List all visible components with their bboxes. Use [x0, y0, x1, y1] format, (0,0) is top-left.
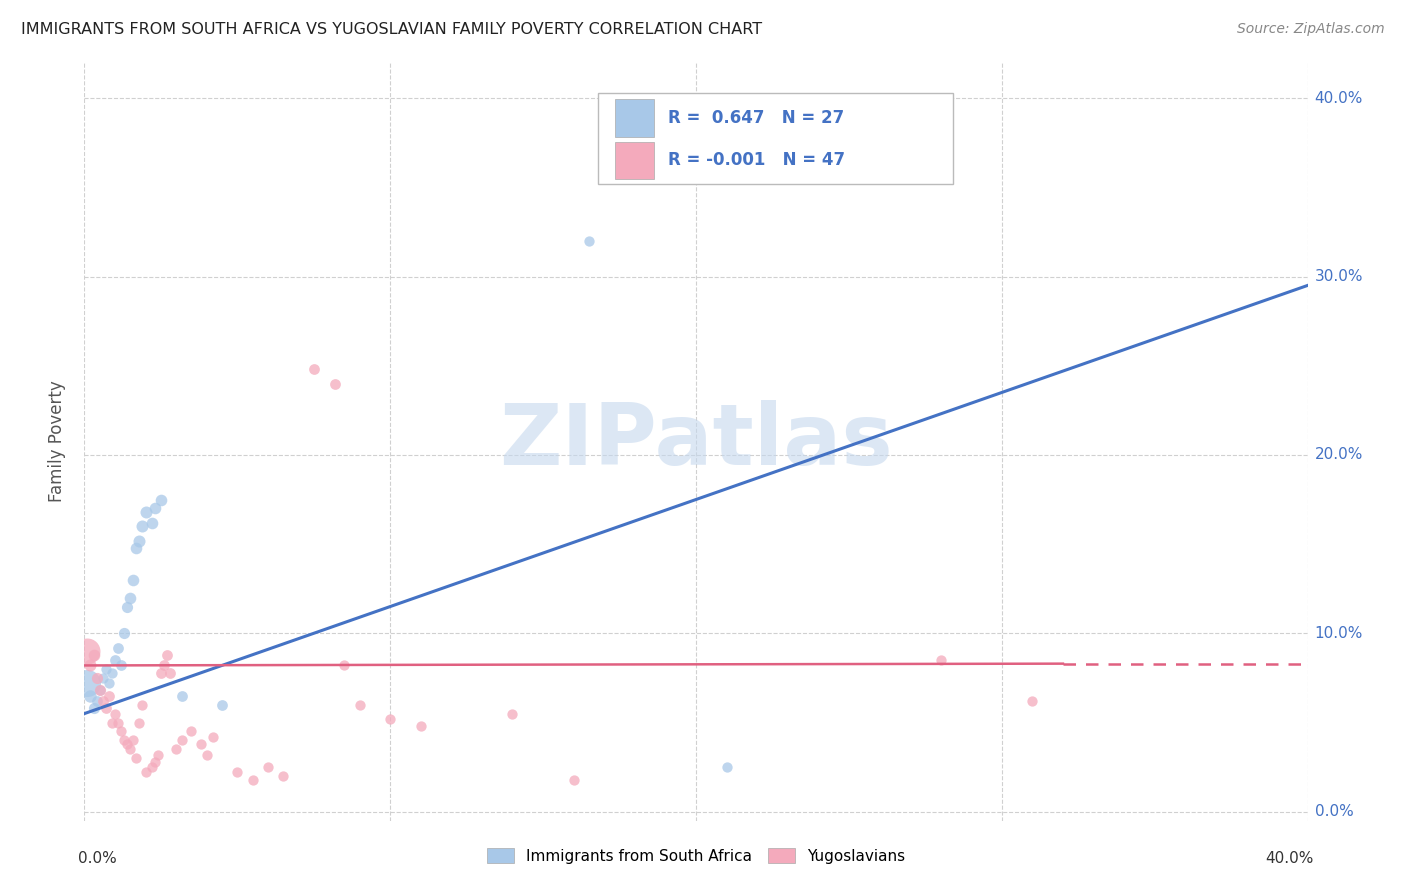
Point — [101, 715, 124, 730]
Point — [562, 772, 585, 787]
Point — [101, 665, 124, 680]
Point — [91, 671, 114, 685]
Text: IMMIGRANTS FROM SOUTH AFRICA VS YUGOSLAVIAN FAMILY POVERTY CORRELATION CHART: IMMIGRANTS FROM SOUTH AFRICA VS YUGOSLAV… — [21, 22, 762, 37]
Text: 0.0%: 0.0% — [79, 851, 117, 866]
Point — [131, 698, 153, 712]
Point — [242, 772, 264, 787]
Point — [578, 234, 600, 248]
Point — [226, 765, 249, 780]
Point — [172, 689, 194, 703]
Point — [131, 519, 153, 533]
Point — [153, 658, 176, 673]
Text: ZIPatlas: ZIPatlas — [499, 400, 893, 483]
Text: 10.0%: 10.0% — [1315, 626, 1362, 640]
Point — [122, 573, 145, 587]
Point — [165, 742, 187, 756]
Text: 40.0%: 40.0% — [1315, 91, 1362, 105]
Point — [141, 760, 163, 774]
Text: 0.0%: 0.0% — [1315, 805, 1353, 819]
Point — [122, 733, 145, 747]
Point — [333, 658, 356, 673]
Point — [380, 712, 402, 726]
Point — [120, 591, 142, 605]
Point — [156, 648, 179, 662]
Point — [149, 665, 172, 680]
Text: R =  0.647   N = 27: R = 0.647 N = 27 — [668, 109, 844, 128]
Point — [83, 701, 105, 715]
Point — [83, 648, 105, 662]
Point — [271, 769, 294, 783]
Point — [125, 751, 148, 765]
Point — [104, 706, 127, 721]
Point — [135, 505, 157, 519]
Point — [211, 698, 233, 712]
Point — [115, 599, 138, 614]
Point — [120, 742, 142, 756]
Point — [107, 640, 129, 655]
Point — [89, 683, 111, 698]
Point — [125, 541, 148, 555]
Point — [172, 733, 194, 747]
Point — [112, 733, 135, 747]
Y-axis label: Family Poverty: Family Poverty — [48, 381, 66, 502]
Point — [110, 658, 132, 673]
Point — [159, 665, 181, 680]
Legend: Immigrants from South Africa, Yugoslavians: Immigrants from South Africa, Yugoslavia… — [481, 842, 911, 870]
Point — [110, 724, 132, 739]
Text: 30.0%: 30.0% — [1315, 269, 1362, 284]
Point — [201, 730, 224, 744]
Point — [149, 492, 172, 507]
Point — [141, 516, 163, 530]
Point — [107, 715, 129, 730]
Point — [195, 747, 218, 762]
Point — [86, 694, 108, 708]
Point — [128, 715, 150, 730]
Point — [143, 501, 166, 516]
Point — [79, 689, 101, 703]
Point — [180, 724, 202, 739]
Point — [716, 760, 738, 774]
Point — [929, 653, 952, 667]
Text: 40.0%: 40.0% — [1265, 851, 1313, 866]
Point — [104, 653, 127, 667]
Point — [112, 626, 135, 640]
Point — [135, 765, 157, 780]
Point — [146, 747, 169, 762]
FancyBboxPatch shape — [616, 142, 654, 179]
Point — [115, 737, 138, 751]
Point — [86, 671, 108, 685]
Point — [323, 376, 346, 391]
Point — [143, 755, 166, 769]
Point — [1021, 694, 1043, 708]
Point — [79, 658, 101, 673]
Text: Source: ZipAtlas.com: Source: ZipAtlas.com — [1237, 22, 1385, 37]
Point — [91, 694, 114, 708]
Point — [190, 737, 212, 751]
Point — [257, 760, 280, 774]
Point — [97, 676, 120, 690]
FancyBboxPatch shape — [598, 93, 953, 184]
Point — [502, 706, 524, 721]
Point — [76, 676, 98, 690]
Text: R = -0.001   N = 47: R = -0.001 N = 47 — [668, 152, 845, 169]
Point — [94, 701, 117, 715]
FancyBboxPatch shape — [616, 99, 654, 137]
Point — [94, 662, 117, 676]
Point — [349, 698, 371, 712]
Point — [302, 362, 325, 376]
Point — [128, 533, 150, 548]
Point — [97, 689, 120, 703]
Point — [409, 719, 432, 733]
Text: 20.0%: 20.0% — [1315, 448, 1362, 462]
Point — [76, 644, 98, 658]
Point — [89, 683, 111, 698]
